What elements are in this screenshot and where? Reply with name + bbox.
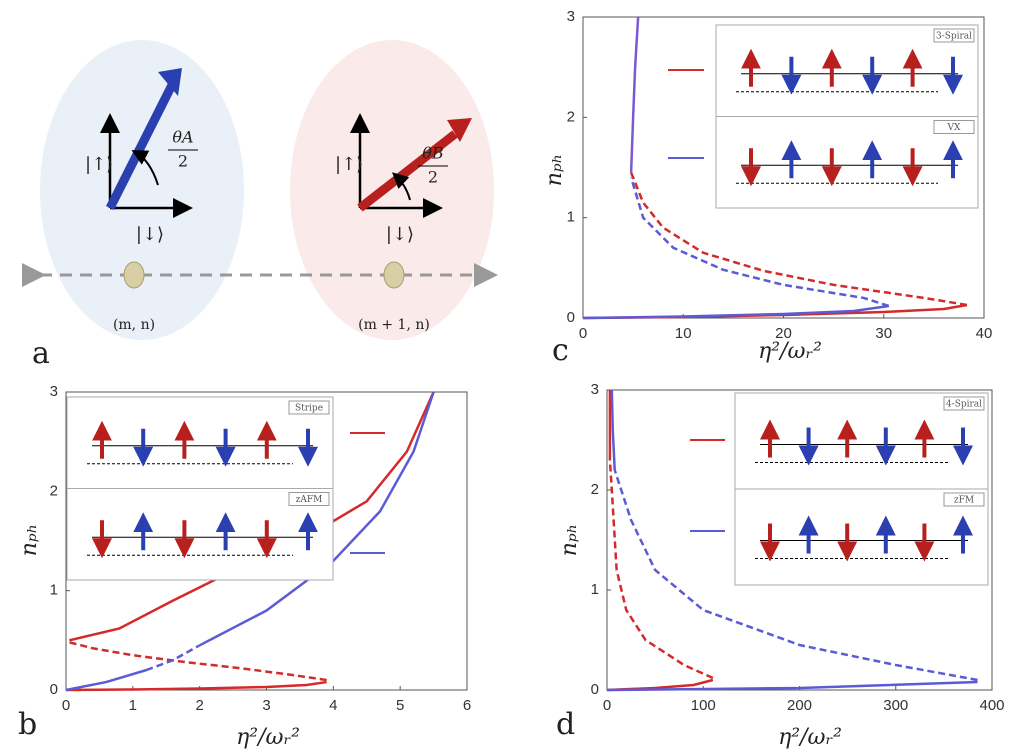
curve — [145, 644, 201, 672]
inset-tag — [943, 492, 985, 507]
y-axis-label: nₚₕ — [542, 154, 567, 186]
panel-a: |↑⟩ |↓⟩ |↑⟩ |↓⟩ θA 2 θB 2 (m, n) (m + 1,… — [22, 40, 498, 371]
x-tick-label: 5 — [396, 697, 404, 714]
y-tick-label: 1 — [50, 582, 58, 599]
x-axis-label: η²/ωᵣ² — [236, 725, 300, 750]
atom — [383, 261, 405, 289]
panel-label: b — [18, 707, 37, 742]
y-tick-label: 2 — [50, 482, 58, 499]
inset-label: 4-Spiral — [946, 400, 982, 410]
inset-label: zFM — [954, 496, 974, 506]
curve — [606, 680, 978, 692]
angle-b: θB — [422, 144, 444, 163]
ket-up: |↑⟩ — [85, 154, 113, 175]
y-tick-label: 3 — [50, 383, 58, 400]
panel-label: a — [32, 336, 50, 371]
curve — [582, 304, 889, 320]
x-tick-label: 30 — [875, 325, 892, 342]
x-axis-label: η²/ωᵣ² — [778, 725, 842, 750]
angle-den: 2 — [428, 168, 438, 187]
curve — [199, 391, 435, 647]
panel-label: c — [552, 333, 569, 368]
y-tick-label: 1 — [591, 581, 599, 598]
x-tick-label: 4 — [329, 697, 337, 714]
inset-tag — [933, 28, 975, 43]
x-axis-label: η²/ωᵣ² — [758, 339, 822, 364]
spin-b — [357, 130, 458, 212]
angle-den: 2 — [178, 152, 188, 171]
angle-a: θA — [172, 128, 193, 147]
ket-up: |↑⟩ — [335, 154, 363, 175]
inset-label: Stripe — [295, 404, 323, 414]
ket-down: |↓⟩ — [136, 224, 164, 245]
y-tick-label: 2 — [567, 108, 575, 125]
x-tick-label: 20 — [775, 325, 792, 342]
y-tick-label: 0 — [591, 681, 599, 698]
spin-a-head — [158, 68, 182, 96]
y-tick-label: 2 — [591, 481, 599, 498]
spin-a — [105, 82, 177, 211]
x-tick-label: 0 — [62, 697, 70, 714]
inset-tag — [288, 400, 330, 415]
inset-label: 3-Spiral — [936, 32, 972, 42]
inset-label: zAFM — [296, 495, 323, 505]
ket-down: |↓⟩ — [386, 224, 414, 245]
x-tick-label: 0 — [603, 697, 611, 714]
x-tick-label: 10 — [675, 325, 692, 342]
y-axis-label: nₚₕ — [17, 524, 42, 556]
panel-label: d — [556, 707, 575, 742]
site-b — [290, 40, 494, 340]
site-label: (m, n) — [113, 317, 155, 333]
angle-arc — [392, 172, 411, 201]
inset-tag — [288, 492, 330, 506]
curve — [65, 680, 327, 692]
x-tick-label: 400 — [979, 697, 1004, 714]
curve — [69, 641, 327, 682]
curve — [629, 172, 968, 307]
y-tick-label: 0 — [567, 309, 575, 326]
inset-tag — [943, 396, 985, 411]
x-tick-label: 200 — [787, 697, 812, 714]
y-tick-label: 0 — [50, 681, 58, 698]
curve — [613, 469, 978, 682]
x-tick-label: 300 — [883, 697, 908, 714]
x-tick-label: 2 — [195, 697, 203, 714]
atom — [123, 261, 145, 289]
x-tick-label: 6 — [463, 697, 471, 714]
spin-b-head — [447, 118, 472, 142]
x-tick-label: 0 — [579, 325, 587, 342]
y-tick-label: 1 — [567, 209, 575, 226]
curve — [629, 16, 640, 173]
site-a — [40, 40, 244, 340]
inset-label: VX — [947, 123, 961, 133]
x-tick-label: 40 — [976, 325, 993, 342]
x-tick-label: 1 — [129, 697, 137, 714]
y-axis-label: nₚₕ — [557, 524, 582, 556]
curve — [608, 459, 714, 680]
y-tick-label: 3 — [591, 381, 599, 398]
angle-arc — [131, 150, 159, 186]
x-tick-label: 100 — [691, 697, 716, 714]
y-tick-label: 3 — [567, 8, 575, 25]
curve — [65, 668, 147, 692]
inset-tag — [933, 120, 975, 134]
curve — [629, 177, 890, 308]
curve — [610, 389, 616, 471]
x-tick-label: 3 — [262, 697, 270, 714]
site-label: (m + 1, n) — [358, 317, 430, 333]
